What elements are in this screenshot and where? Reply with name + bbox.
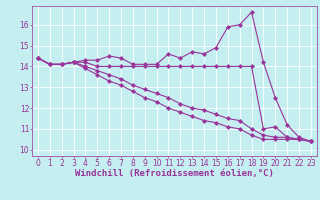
X-axis label: Windchill (Refroidissement éolien,°C): Windchill (Refroidissement éolien,°C) bbox=[75, 169, 274, 178]
